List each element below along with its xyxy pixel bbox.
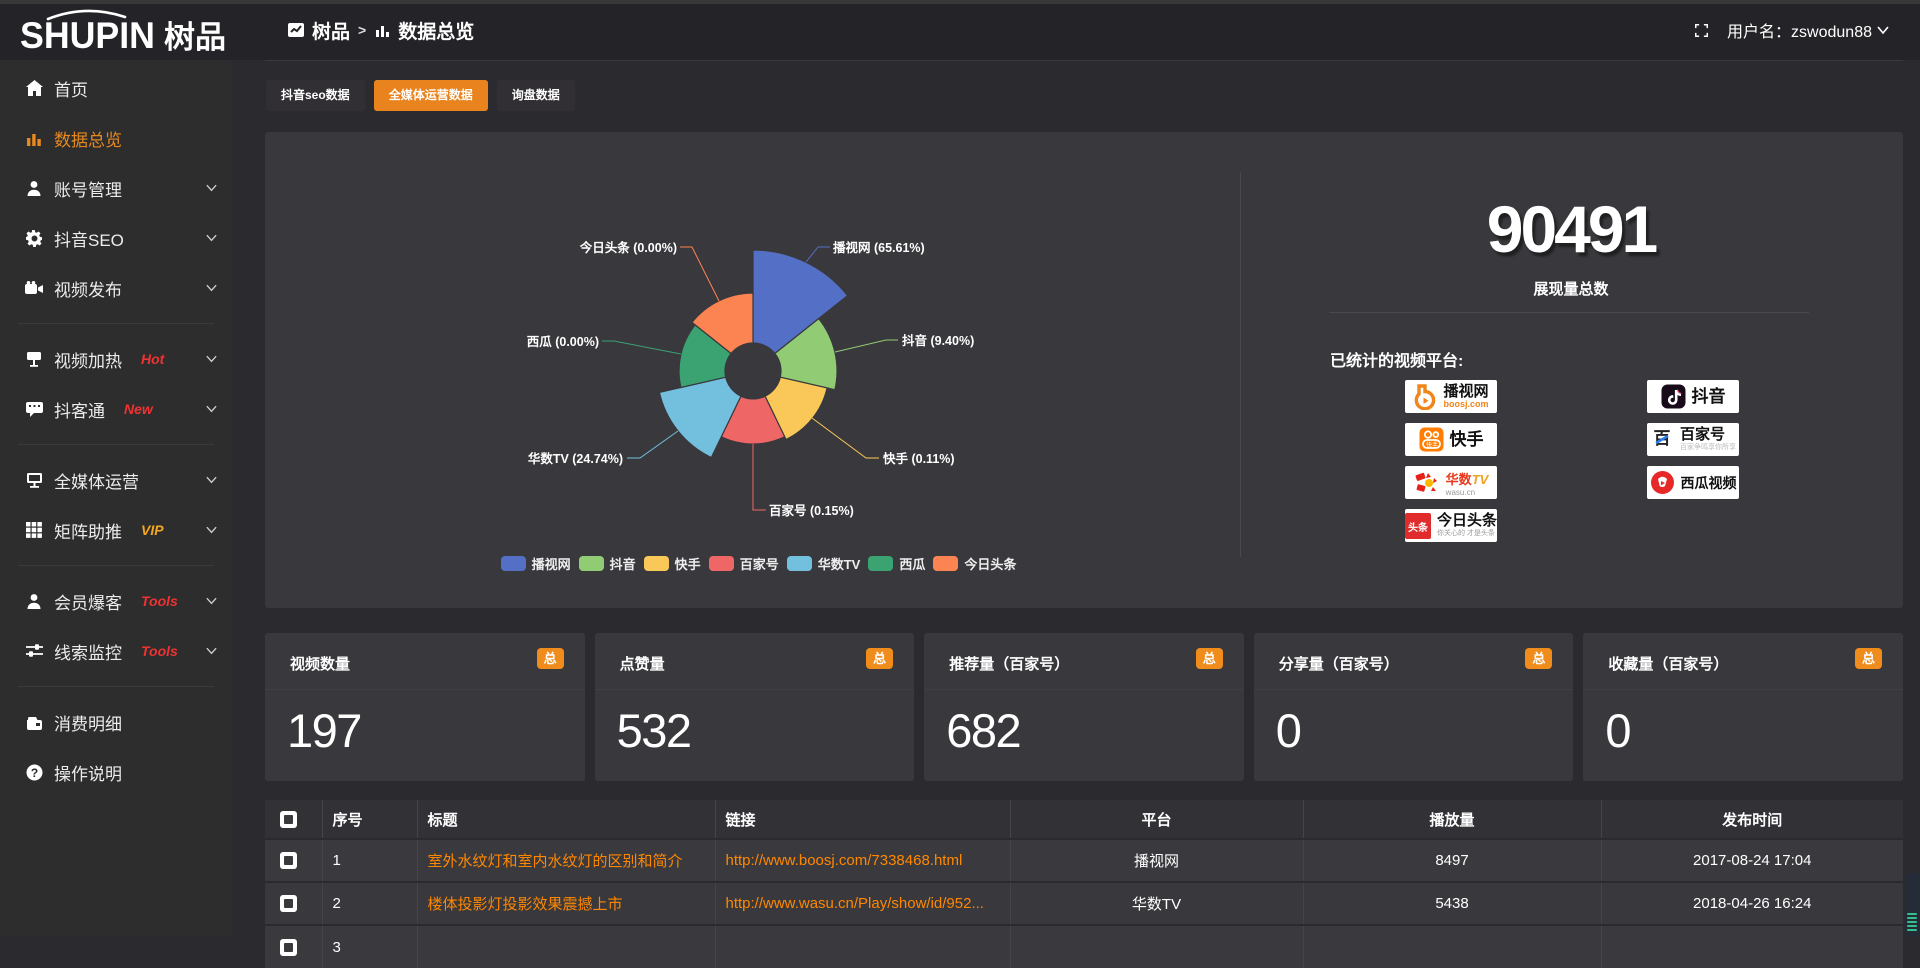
svg-text:华数TV (24.74%): 华数TV (24.74%) <box>528 451 623 466</box>
svg-text:头条: 头条 <box>1408 521 1429 534</box>
svg-text:抖音 (9.40%): 抖音 (9.40%) <box>902 333 974 348</box>
svg-text:百家号 (0.15%): 百家号 (0.15%) <box>769 503 854 518</box>
svg-text:快手 (0.11%): 快手 (0.11%) <box>883 451 955 466</box>
svg-text:播视网 (65.61%): 播视网 (65.61%) <box>833 240 925 255</box>
svg-text:今日头条 (0.00%): 今日头条 (0.00%) <box>579 240 677 255</box>
svg-text:?: ? <box>30 766 37 780</box>
svg-text:树品: 树品 <box>164 20 226 55</box>
svg-text:快手: 快手 <box>1426 441 1438 449</box>
svg-text:西瓜 (0.00%): 西瓜 (0.00%) <box>527 335 599 349</box>
svg-text:SHUPIN: SHUPIN <box>20 15 155 56</box>
